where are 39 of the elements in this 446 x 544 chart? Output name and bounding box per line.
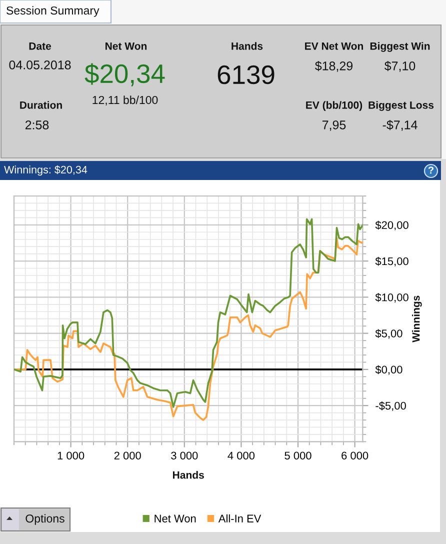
line-series xyxy=(14,218,363,408)
y-axis-title: Winnings xyxy=(412,296,422,342)
y-tick-label: $20,00 xyxy=(375,220,408,230)
x-tick-label: 2 000 xyxy=(114,452,141,460)
text: 2:58 xyxy=(25,120,49,130)
legend-label: All-In EV xyxy=(218,514,262,522)
text: 04.05.2018 xyxy=(9,60,71,70)
text: Duration xyxy=(20,101,62,109)
chart-title: Winnings: $20,34 xyxy=(4,165,88,176)
text: Session Summary xyxy=(6,6,100,17)
x-tick-label: 5 000 xyxy=(284,452,312,460)
text: $18,29 xyxy=(315,60,353,72)
x-axis-title: Hands xyxy=(173,471,204,479)
legend-label: Net Won xyxy=(154,514,196,522)
text: 7,95 xyxy=(322,120,346,131)
y-tick-label: $5,00 xyxy=(375,329,402,339)
x-tick-label: 6 000 xyxy=(342,452,368,460)
x-tick-label: 1 000 xyxy=(58,452,84,460)
x-tick-label: 4 000 xyxy=(228,452,255,460)
text: EV (bb/100) xyxy=(306,101,362,111)
text: EV Net Won xyxy=(305,42,364,50)
text: Date xyxy=(29,42,52,50)
text: Options xyxy=(26,514,64,525)
x-tick-label: 3 000 xyxy=(171,452,198,460)
y-tick-label: $0,00 xyxy=(375,365,402,375)
text: Hands xyxy=(232,42,263,50)
line-series xyxy=(14,237,363,421)
text: Net Won xyxy=(106,42,147,50)
text: $20,34 xyxy=(84,63,165,86)
text: 6139 xyxy=(218,65,274,84)
text: Biggest Loss xyxy=(368,101,434,111)
y-tick-label: $10,00 xyxy=(375,293,408,303)
y-tick-label: $15,00 xyxy=(375,256,408,266)
text: -$7,14 xyxy=(382,120,418,131)
text: $7,10 xyxy=(384,60,416,72)
text: ? xyxy=(428,166,434,174)
text: Biggest Win xyxy=(370,42,430,52)
y-tick-label: -$5,00 xyxy=(376,401,406,411)
text: 12,11 bb/100 xyxy=(92,96,158,106)
